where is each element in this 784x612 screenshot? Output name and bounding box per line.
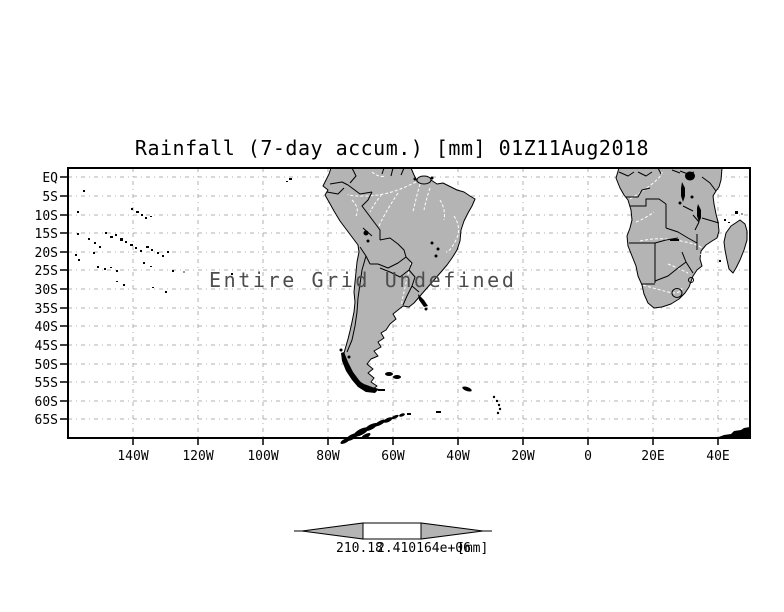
y-tick-label: 40S: [35, 320, 58, 335]
colorbar: [294, 522, 492, 540]
y-tick-label: 45S: [35, 339, 58, 354]
x-tick-label: 100W: [247, 449, 278, 464]
lakes: [363, 171, 701, 311]
colorbar-left-arrow: [301, 522, 364, 540]
antarctic-peninsula-islands: [340, 413, 405, 444]
africa-coast: [615, 167, 723, 309]
x-tick-label: 80W: [316, 449, 340, 464]
pacific-island-specks: [75, 178, 743, 293]
y-tick-label: 20S: [35, 246, 58, 261]
y-tick-label: EQ: [42, 171, 58, 186]
staten-island: [378, 389, 385, 391]
south-georgia: [462, 386, 472, 392]
y-tick-label: 65S: [35, 413, 58, 428]
easter-island: [231, 273, 233, 275]
lake-malawi: [697, 204, 701, 222]
y-tick-label: 15S: [35, 227, 58, 242]
x-tick-label: 120W: [182, 449, 213, 464]
lake-victoria: [685, 171, 695, 181]
land-masses: [322, 167, 748, 391]
lesotho-border: [671, 288, 683, 298]
patos-lagoon: [418, 294, 428, 307]
marajo-island: [416, 175, 432, 185]
y-tick-label: 55S: [35, 376, 58, 391]
x-tick-label: 40W: [446, 449, 470, 464]
y-tick-label: 25S: [35, 264, 58, 279]
grid-undefined-message: Entire Grid Undefined: [209, 268, 517, 292]
madagascar: [723, 219, 748, 274]
x-tick-label: 20E: [641, 449, 664, 464]
y-tick-label: 5S: [42, 190, 58, 205]
colorbar-min-label: 210.18: [336, 541, 383, 556]
x-tick-label: 0: [584, 449, 592, 464]
lake-kariba: [670, 239, 679, 241]
country-borders: [326, 167, 720, 353]
falkland-east: [393, 375, 401, 379]
colorbar-right-arrow: [420, 522, 484, 540]
x-tick-label: 40E: [706, 449, 729, 464]
y-tick-label: 35S: [35, 302, 58, 317]
south-america-coast: [322, 167, 476, 391]
colorbar-box: [362, 522, 422, 540]
plot-title: Rainfall (7-day accum.) [mm] 01Z11Aug201…: [134, 136, 650, 160]
eswatini-border: [688, 277, 694, 283]
y-tick-label: 30S: [35, 283, 58, 298]
plot-frame: [67, 167, 751, 439]
lake-titicaca: [363, 230, 369, 236]
x-tick-label: 20W: [511, 449, 535, 464]
galapagos: [289, 178, 292, 180]
x-tick-label: 140W: [117, 449, 148, 464]
colorbar-unit-label: [mm]: [457, 541, 489, 556]
southern-islands: [339, 348, 750, 444]
falkland-west: [385, 372, 393, 376]
y-tick-label: 10S: [35, 209, 58, 224]
chile-fjords: [341, 352, 371, 392]
y-tick-label: 60S: [35, 395, 58, 410]
lake-tanganyika: [681, 182, 685, 202]
x-tick-label: 60W: [381, 449, 405, 464]
y-tick-label: 50S: [35, 358, 58, 373]
antarctica-coast: [716, 427, 750, 438]
tierra-del-fuego: [356, 379, 379, 393]
colorbar-max-label: 2.410164e+06: [377, 541, 471, 556]
